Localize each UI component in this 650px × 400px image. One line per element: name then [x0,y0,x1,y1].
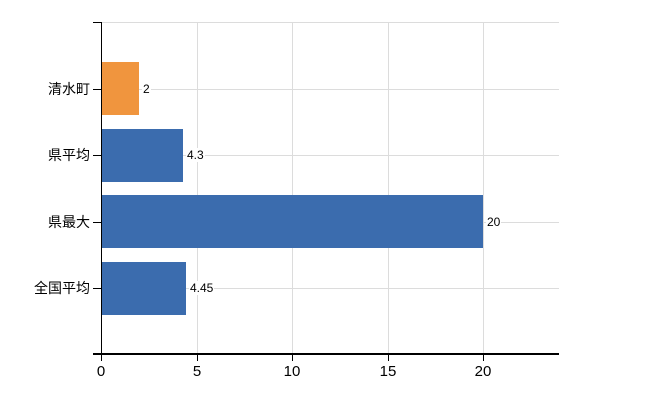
x-tick-label: 10 [283,363,301,380]
bar-value-label: 20 [486,215,502,229]
y-axis-label: 県平均 [48,147,90,163]
gridline-vertical [388,22,389,353]
gridline-horizontal [101,288,559,289]
x-tick-label: 15 [379,363,397,380]
gridline-horizontal [101,155,559,156]
plot-top-border [101,22,559,23]
bar-value-label: 2 [142,82,151,96]
x-tick [483,353,484,361]
y-axis-label: 県最大 [48,214,90,230]
bar-2 [102,195,483,248]
x-tick-label: 0 [96,363,106,380]
bar-value-label: 4.45 [189,281,215,295]
y-axis-label: 清水町 [48,81,90,97]
gridline-vertical [197,22,198,353]
gridline-vertical [483,22,484,353]
y-axis-line [101,22,102,353]
x-tick-label: 5 [192,363,202,380]
x-axis-line [93,353,559,355]
bar-3 [102,262,186,315]
bar-value-label: 4.3 [186,148,205,162]
gridline-horizontal [101,89,559,90]
y-axis-label: 全国平均 [34,280,90,296]
x-tick [388,353,389,361]
y-tick [93,155,101,156]
x-tick [197,353,198,361]
gridline-vertical [292,22,293,353]
x-tick-label: 20 [474,363,492,380]
y-tick [93,222,101,223]
bar-1 [102,129,183,182]
y-tick [93,288,101,289]
x-tick [292,353,293,361]
y-axis-top-tick [93,22,101,23]
bar-0 [102,62,139,115]
y-tick [93,89,101,90]
x-tick [101,353,102,361]
